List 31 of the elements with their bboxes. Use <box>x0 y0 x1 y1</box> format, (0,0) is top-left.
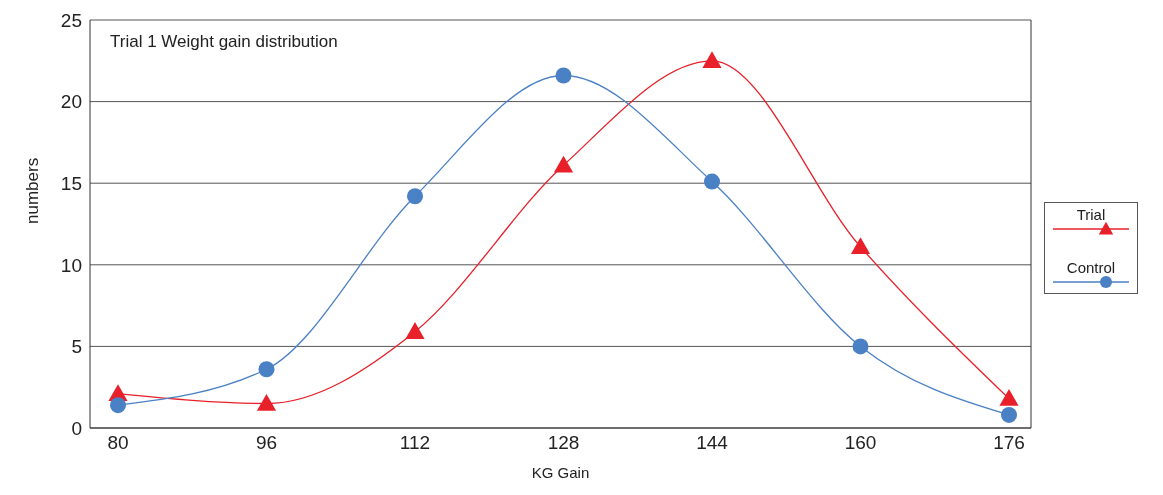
y-tick-label: 10 <box>60 254 82 276</box>
point <box>553 155 574 173</box>
text: Trial 1 Weight gain distribution <box>110 32 338 52</box>
y-tick-label: 25 <box>60 9 82 31</box>
point <box>1001 406 1017 423</box>
x-tick-label: 112 <box>399 432 431 454</box>
x-tick-label: 128 <box>547 432 580 454</box>
y-tick-label: 15 <box>60 172 82 194</box>
point <box>999 389 1019 406</box>
point <box>110 397 126 414</box>
point <box>555 67 572 84</box>
text: Trial <box>1075 206 1107 223</box>
point <box>704 173 720 190</box>
point <box>852 338 869 355</box>
point <box>702 51 722 68</box>
y-axis-title: numbers <box>23 157 43 224</box>
point <box>850 237 871 255</box>
x-tick-label: 176 <box>993 432 1025 454</box>
text: Control <box>1065 259 1117 276</box>
x-tick-label: 80 <box>107 432 129 454</box>
x-tick-label: 160 <box>844 432 877 454</box>
point <box>407 188 423 205</box>
point <box>258 361 275 378</box>
x-tick-label: 96 <box>255 432 278 454</box>
point <box>256 393 277 411</box>
x-tick-label: 144 <box>696 432 729 454</box>
y-tick-label: 5 <box>71 336 82 358</box>
x-axis-title: KG Gain <box>531 464 590 481</box>
y-tick-label: 0 <box>71 417 82 439</box>
y-tick-label: 20 <box>60 91 82 113</box>
point <box>405 322 425 339</box>
